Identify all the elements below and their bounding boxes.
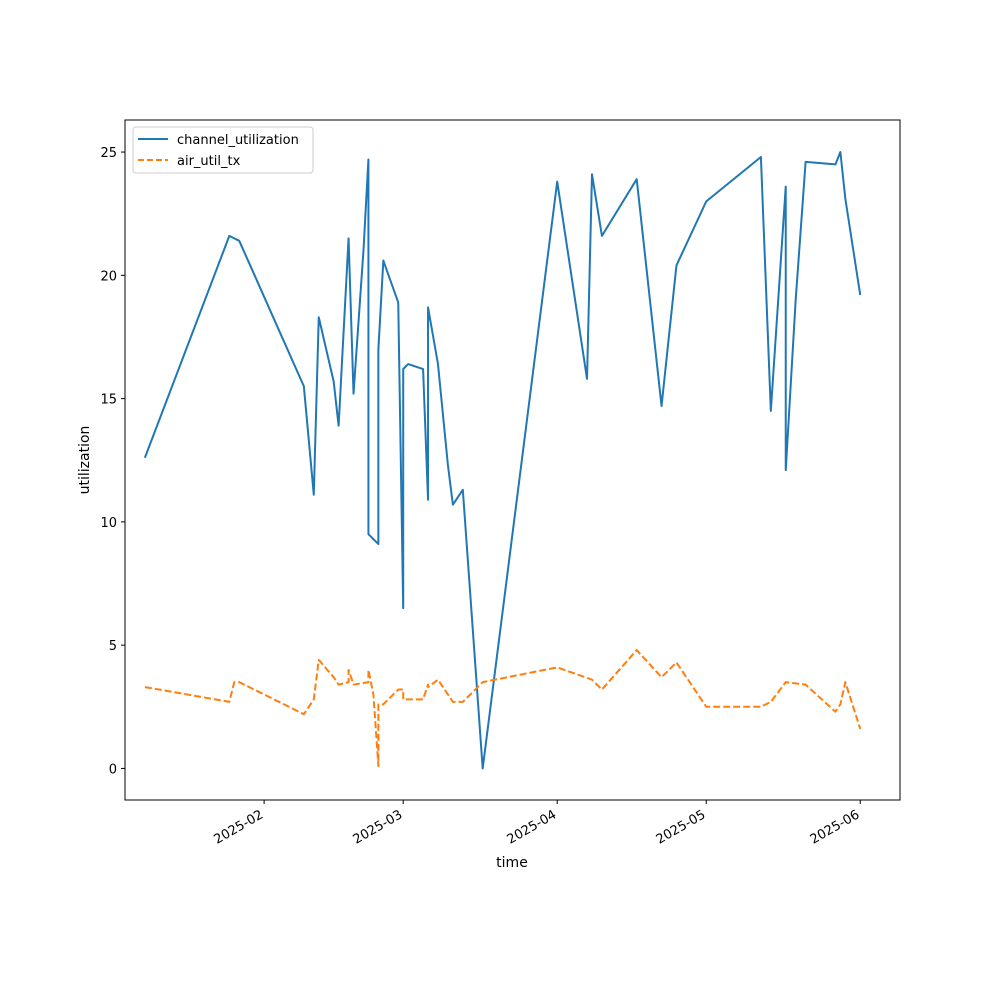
legend: channel_utilization air_util_tx xyxy=(132,126,314,174)
series-line-channel-utilization xyxy=(143,151,862,770)
plot-frame xyxy=(124,119,901,801)
series-line-air-util-tx xyxy=(144,649,862,767)
x-axis-label: time xyxy=(496,855,528,871)
y-axis-label: utilization xyxy=(77,426,93,495)
legend-label-air-util-tx: air_util_tx xyxy=(177,154,241,169)
y-tick-label: 20 xyxy=(100,269,117,284)
series-layer xyxy=(143,151,862,770)
legend-box xyxy=(132,126,314,174)
y-tick-label: 15 xyxy=(100,393,117,408)
y-tick-label: 0 xyxy=(109,762,117,777)
legend-label-channel-utilization: channel_utilization xyxy=(177,133,299,148)
y-tick-label: 25 xyxy=(100,146,117,161)
y-tick-label: 5 xyxy=(109,639,117,654)
y-tick-label: 10 xyxy=(100,516,117,531)
